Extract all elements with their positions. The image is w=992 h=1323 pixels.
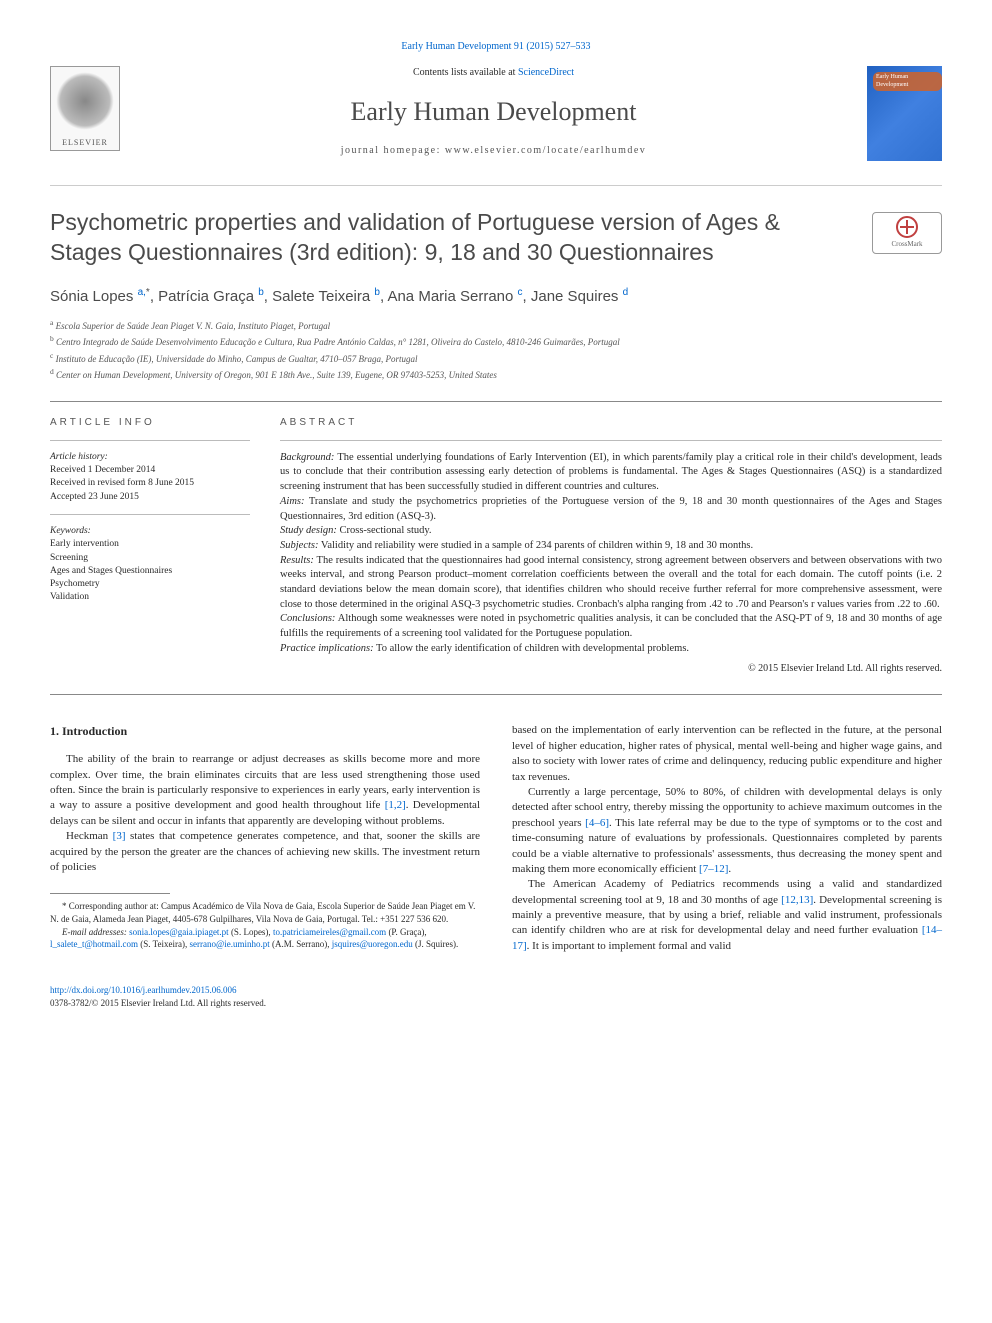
- page-footer: http://dx.doi.org/10.1016/j.earlhumdev.2…: [50, 984, 942, 1009]
- email-link[interactable]: sonia.lopes@gaia.ipiaget.pt: [129, 927, 229, 937]
- homepage-url: www.elsevier.com/locate/earlhumdev: [445, 145, 646, 156]
- section-number: 1.: [50, 724, 59, 738]
- body-paragraph: The ability of the brain to rearrange or…: [50, 752, 480, 829]
- abstract-divider: [280, 440, 942, 441]
- issn-line: 0378-3782/© 2015 Elsevier Ireland Ltd. A…: [50, 998, 266, 1008]
- body-column-left: 1. Introduction The ability of the brain…: [50, 723, 480, 954]
- header-rule: [50, 185, 942, 186]
- abstract-heading: ABSTRACT: [280, 416, 942, 430]
- journal-cover-thumbnail: Early Human Development: [867, 66, 942, 161]
- crossmark-label: CrossMark: [891, 240, 922, 250]
- sciencedirect-link[interactable]: ScienceDirect: [518, 67, 574, 78]
- footnote-rule: [50, 893, 170, 894]
- body-paragraph: Heckman [3] states that competence gener…: [50, 829, 480, 875]
- affiliation-line: d Center on Human Development, Universit…: [50, 366, 942, 383]
- abstract-section: Background: The essential underlying fou…: [280, 451, 942, 495]
- abstract-section: Conclusions: Although some weaknesses we…: [280, 612, 942, 641]
- journal-ref-link[interactable]: Early Human Development 91 (2015) 527–53…: [401, 41, 590, 52]
- elsevier-name: ELSEVIER: [51, 137, 119, 148]
- affiliation-line: c Instituto de Educação (IE), Universida…: [50, 350, 942, 367]
- section-heading: 1. Introduction: [50, 723, 480, 740]
- body-paragraph: The American Academy of Pediatrics recom…: [512, 877, 942, 954]
- affiliation-line: a Escola Superior de Saúde Jean Piaget V…: [50, 317, 942, 334]
- doi-link[interactable]: http://dx.doi.org/10.1016/j.earlhumdev.2…: [50, 985, 237, 995]
- contents-label: Contents lists available at: [413, 67, 515, 78]
- affiliations: a Escola Superior de Saúde Jean Piaget V…: [50, 317, 942, 383]
- abstract-section: Results: The results indicated that the …: [280, 554, 942, 613]
- body-column-right: based on the implementation of early int…: [512, 723, 942, 954]
- info-divider: [50, 440, 250, 441]
- keyword: Early intervention: [50, 538, 250, 551]
- journal-header: ELSEVIER Contents lists available at Sci…: [50, 66, 942, 161]
- keywords-label: Keywords:: [50, 525, 250, 538]
- keyword: Psychometry: [50, 578, 250, 591]
- footnotes: * Corresponding author at: Campus Académ…: [50, 900, 480, 950]
- corr-label: * Corresponding author at:: [62, 901, 159, 911]
- abstract-section: Practice implications: To allow the earl…: [280, 642, 942, 657]
- cover-label: Early Human Development: [873, 72, 942, 91]
- keyword: Ages and Stages Questionnaires: [50, 565, 250, 578]
- affiliation-line: b Centro Integrado de Saúde Desenvolvime…: [50, 333, 942, 350]
- info-divider: [50, 514, 250, 515]
- authors-line: Sónia Lopes a,*, Patrícia Graça b, Salet…: [50, 286, 942, 307]
- article-title: Psychometric properties and validation o…: [50, 208, 942, 268]
- crossmark-icon: [896, 216, 918, 238]
- article-info-heading: ARTICLE INFO: [50, 416, 250, 430]
- elsevier-logo: ELSEVIER: [50, 66, 120, 151]
- journal-title: Early Human Development: [140, 94, 847, 130]
- abstract-section: Aims: Translate and study the psychometr…: [280, 495, 942, 524]
- keyword: Validation: [50, 591, 250, 604]
- abstract-section: Subjects: Validity and reliability were …: [280, 539, 942, 554]
- history-line: Received in revised form 8 June 2015: [50, 477, 250, 490]
- keyword: Screening: [50, 552, 250, 565]
- contents-line: Contents lists available at ScienceDirec…: [140, 66, 847, 80]
- history-label: Article history:: [50, 451, 250, 464]
- email-addresses: E-mail addresses: sonia.lopes@gaia.ipiag…: [50, 926, 480, 951]
- copyright-line: © 2015 Elsevier Ireland Ltd. All rights …: [280, 662, 942, 676]
- abstract-column: ABSTRACT Background: The essential under…: [280, 416, 942, 677]
- email-link[interactable]: jsquires@uoregon.edu: [332, 939, 413, 949]
- crossmark-badge[interactable]: CrossMark: [872, 212, 942, 254]
- abstract-section: Study design: Cross-sectional study.: [280, 524, 942, 539]
- corresponding-author: * Corresponding author at: Campus Académ…: [50, 900, 480, 925]
- section-title: Introduction: [62, 724, 127, 738]
- history-line: Received 1 December 2014: [50, 464, 250, 477]
- email-link[interactable]: to.patriciameireles@gmail.com: [273, 927, 386, 937]
- journal-homepage: journal homepage: www.elsevier.com/locat…: [140, 144, 847, 158]
- body-columns: 1. Introduction The ability of the brain…: [50, 723, 942, 954]
- elsevier-tree-icon: [56, 72, 114, 130]
- body-paragraph: Currently a large percentage, 50% to 80%…: [512, 785, 942, 877]
- email-link[interactable]: l_salete_t@hotmail.com: [50, 939, 138, 949]
- body-paragraph: based on the implementation of early int…: [512, 723, 942, 785]
- journal-reference-line: Early Human Development 91 (2015) 527–53…: [50, 40, 942, 54]
- history-line: Accepted 23 June 2015: [50, 491, 250, 504]
- homepage-label: journal homepage:: [341, 145, 441, 156]
- email-link[interactable]: serrano@ie.uminho.pt: [189, 939, 269, 949]
- article-info-column: ARTICLE INFO Article history: Received 1…: [50, 416, 250, 677]
